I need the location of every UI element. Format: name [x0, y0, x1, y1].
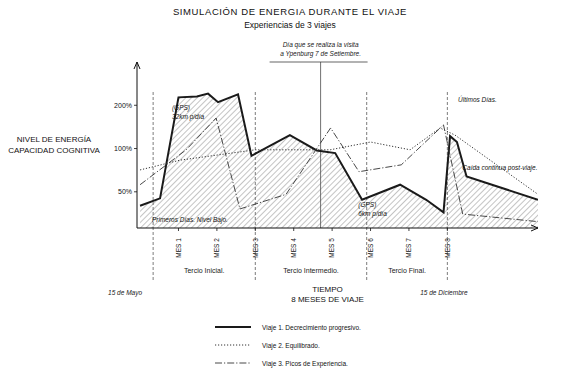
legend-swatch — [215, 345, 251, 346]
y-tick-label: 50% — [118, 188, 132, 195]
x-tick-label: MES 8 — [444, 238, 451, 258]
annotation: (GPS) — [358, 201, 376, 209]
annotation: Primeros Días. Nivel Bajo. — [152, 216, 228, 224]
x-tick-label: MES 5 — [328, 238, 335, 258]
legend-swatch — [215, 363, 251, 364]
data-group — [140, 94, 538, 228]
x-tick-label: MES 7 — [405, 238, 412, 258]
title: SIMULACIÓN DE ENERGIA DURANTE EL VIAJE — [173, 6, 407, 17]
date-label: 15 de Diciembre — [420, 289, 468, 296]
x-tick — [408, 228, 409, 231]
y-tick-label: 200% — [114, 102, 132, 109]
period-boundary — [153, 92, 154, 282]
y-axis-arrow — [134, 62, 140, 69]
annotation: Últimos Días. — [458, 95, 497, 103]
x-tick-label: MES 2 — [213, 238, 220, 258]
y-axis-title: NIVEL DE ENERGÍA — [17, 135, 92, 144]
event-label: a Ypenburg 7 de Setiembre. — [280, 50, 361, 58]
x-tick — [255, 228, 256, 231]
y-tick — [134, 148, 137, 149]
series-line — [140, 94, 538, 213]
x-tick — [447, 228, 448, 231]
annotation: 32km p/día — [172, 113, 205, 121]
annotation: Caída continua post-viaje. — [462, 164, 537, 172]
annotation: (GPS) — [172, 104, 190, 112]
x-axis-arrow — [531, 225, 538, 231]
x-tick-label: MES 1 — [175, 238, 182, 258]
date-label: 15 de Mayo — [108, 289, 142, 297]
period-label: Tercio Inicial. — [184, 267, 225, 274]
x-axis-title: 8 MESES DE VIAJE — [291, 295, 363, 304]
series-line — [140, 118, 538, 222]
period-label: Tercio Intermedio. — [283, 267, 339, 274]
chart-svg: SIMULACIÓN DE ENERGIA DURANTE EL VIAJE Ex… — [0, 0, 580, 373]
annotation: 6km p/día — [358, 210, 387, 218]
x-tick — [178, 228, 179, 231]
x-tick — [370, 228, 371, 231]
subtitle: Experiencias de 3 viajes — [244, 20, 336, 30]
series-area — [140, 94, 538, 228]
event-label: Día que se realiza la visita — [283, 41, 359, 49]
x-axis-title: TIEMPO — [312, 285, 343, 294]
x-tick-label: MES 6 — [367, 238, 374, 258]
x-tick — [216, 228, 217, 231]
legend-label: Viaje 1. Decrecimiento progresivo. — [262, 324, 361, 332]
y-tick-label: 100% — [114, 145, 132, 152]
x-axis — [137, 228, 538, 229]
legend-label: Viaje 2. Equilibrado. — [262, 342, 320, 350]
event-bracket — [270, 62, 368, 63]
x-tick-label: MES 3 — [252, 238, 259, 258]
legend-label: Viaje 3. Picos de Experiencia. — [262, 360, 348, 368]
legend: Viaje 1. Decrecimiento progresivo. Viaje … — [215, 324, 361, 368]
y-axis — [137, 62, 138, 228]
y-tick — [134, 191, 137, 192]
legend-swatch — [215, 326, 251, 328]
x-tick — [293, 228, 294, 231]
x-tick — [332, 228, 333, 231]
y-axis-title: CAPACIDAD COGNITIVA — [8, 146, 100, 155]
x-tick-label: MES 4 — [290, 238, 297, 258]
series-line — [140, 128, 538, 194]
period-label: Tercio Final. — [388, 267, 426, 274]
y-tick — [134, 105, 137, 106]
